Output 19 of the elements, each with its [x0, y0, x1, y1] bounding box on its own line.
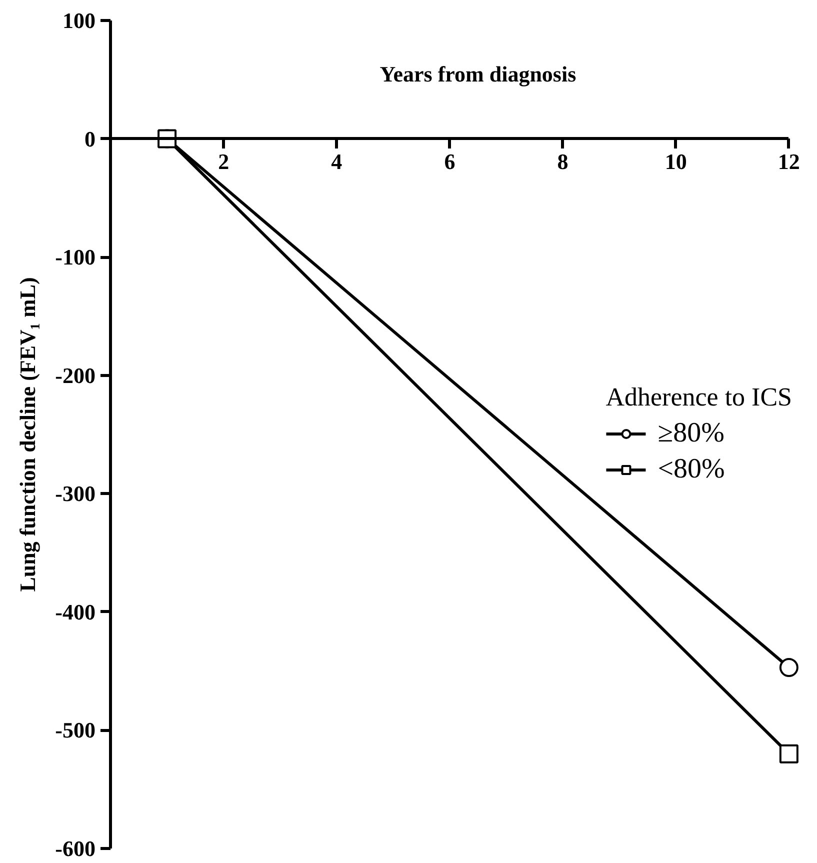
- legend-label: <80%: [658, 454, 725, 486]
- x-tick-label: 10: [664, 148, 687, 174]
- y-tick-label: 0: [84, 126, 96, 152]
- y-tick-label: -300: [55, 481, 96, 506]
- x-tick-label: 8: [557, 148, 568, 174]
- y-tick-label: -400: [55, 599, 96, 624]
- x-tick-label: 4: [331, 148, 342, 174]
- y-axis-title: Lung function decline (FEV₁ mL): [15, 277, 40, 592]
- y-tick-label: -100: [55, 244, 96, 270]
- y-tick-label: -200: [55, 362, 96, 388]
- x-tick-label: 6: [444, 148, 456, 174]
- x-axis-title: Years from diagnosis: [380, 61, 577, 86]
- y-tick-label: -600: [55, 836, 96, 861]
- y-tick-label: 100: [62, 8, 96, 33]
- legend-title: Adherence to ICS: [606, 382, 792, 412]
- x-tick-label: 12: [778, 148, 800, 174]
- y-tick-label: -500: [55, 718, 96, 743]
- x-tick-label: 2: [218, 148, 230, 174]
- legend-label: ≥80%: [658, 418, 724, 450]
